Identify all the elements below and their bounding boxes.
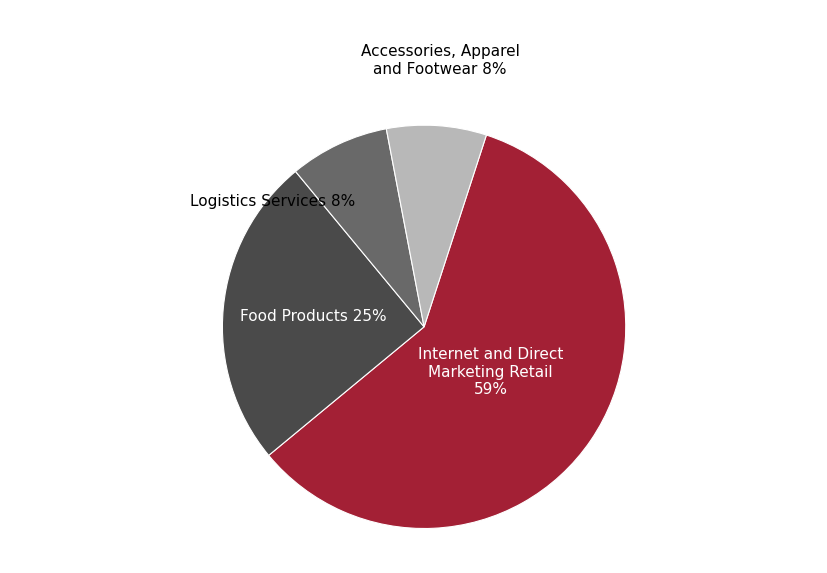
Text: Internet and Direct
Marketing Retail
59%: Internet and Direct Marketing Retail 59% bbox=[418, 347, 563, 397]
Text: Logistics Services 8%: Logistics Services 8% bbox=[190, 194, 355, 209]
Wedge shape bbox=[295, 129, 423, 327]
Text: Food Products 25%: Food Products 25% bbox=[240, 309, 386, 324]
Wedge shape bbox=[269, 135, 625, 528]
Text: Accessories, Apparel
and Footwear 8%: Accessories, Apparel and Footwear 8% bbox=[361, 45, 519, 77]
Wedge shape bbox=[222, 171, 423, 456]
Wedge shape bbox=[386, 125, 485, 327]
